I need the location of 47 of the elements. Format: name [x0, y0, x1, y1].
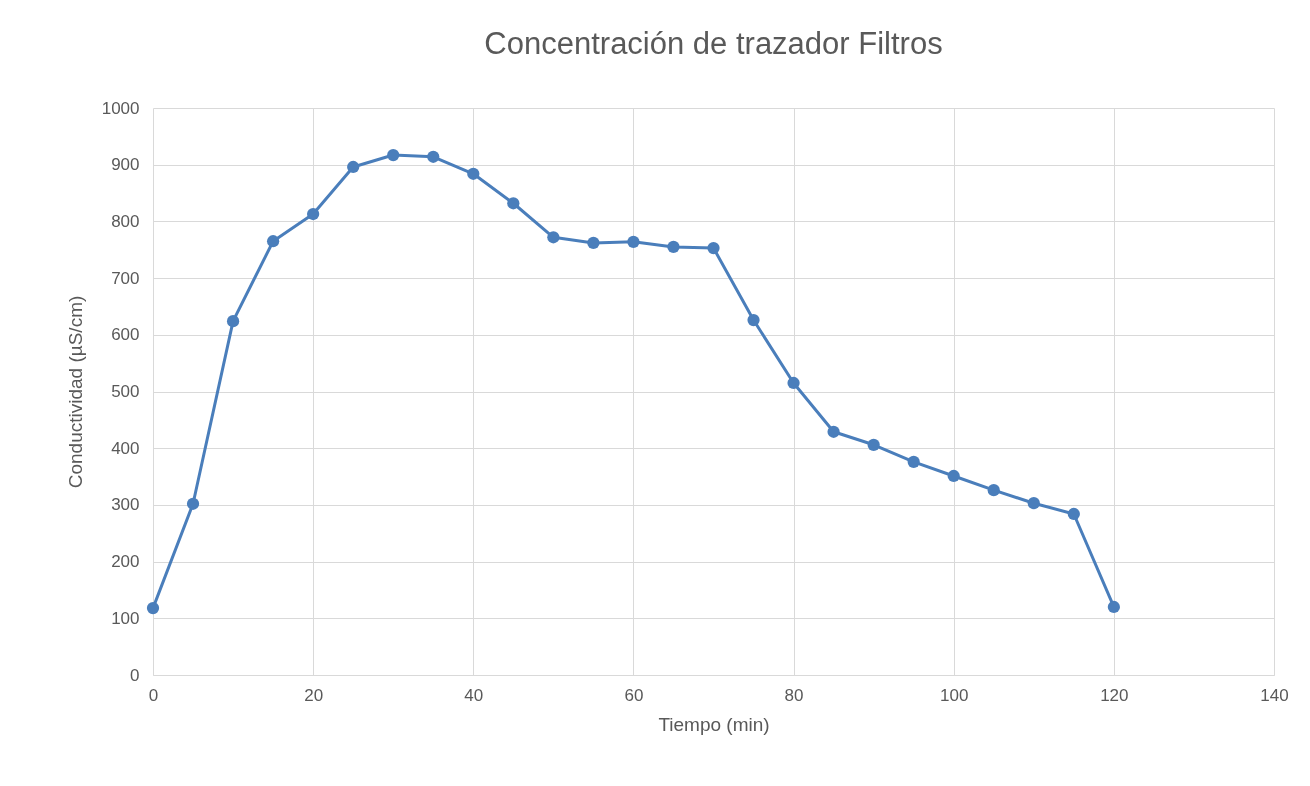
point	[667, 240, 680, 254]
y-axis-title: Conductividad (µS/cm)	[64, 295, 86, 489]
x-tick-label: 60	[624, 685, 644, 705]
y-tick-label: 800	[111, 211, 140, 231]
point	[987, 484, 1000, 497]
point	[947, 469, 960, 483]
x-tick-label: 40	[464, 685, 484, 705]
point	[507, 197, 520, 210]
y-tick-label: 0	[130, 665, 140, 685]
point	[427, 150, 440, 163]
x-tick-label: 120	[1100, 685, 1129, 705]
point	[186, 497, 200, 510]
point	[787, 376, 800, 390]
chart-title: Concentración de trazador Filtros	[484, 26, 943, 61]
point	[1067, 507, 1080, 521]
y-tick-label: 700	[111, 268, 140, 288]
point	[347, 160, 360, 174]
x-tick-label: 140	[1260, 685, 1289, 705]
y-tick-label: 200	[111, 552, 140, 572]
point	[307, 207, 320, 221]
y-tick-label: 1000	[101, 98, 140, 118]
point	[1107, 600, 1120, 614]
point	[1027, 497, 1040, 510]
y-tick-label: 900	[111, 155, 140, 175]
y-tick-label: 600	[111, 325, 140, 345]
point	[747, 313, 760, 327]
x-tick-label: 20	[304, 685, 324, 705]
point	[547, 231, 560, 244]
x-tick-label: 80	[784, 685, 804, 705]
y-tick-label: 300	[111, 495, 140, 515]
point	[867, 438, 880, 451]
point	[226, 315, 240, 328]
point	[627, 235, 640, 248]
point	[146, 601, 160, 615]
point	[587, 236, 600, 250]
x-axis-title: Tiempo (min)	[658, 713, 770, 735]
point	[827, 425, 840, 438]
y-tick-label: 100	[111, 608, 140, 628]
y-tick-label: 400	[111, 438, 140, 458]
point	[387, 148, 400, 162]
x-tick-label: 100	[940, 685, 969, 705]
y-tick-label: 500	[111, 382, 140, 401]
point	[266, 235, 280, 248]
point	[467, 167, 480, 180]
x-tick-label: 0	[148, 685, 159, 705]
point	[707, 241, 720, 255]
point	[907, 455, 920, 468]
